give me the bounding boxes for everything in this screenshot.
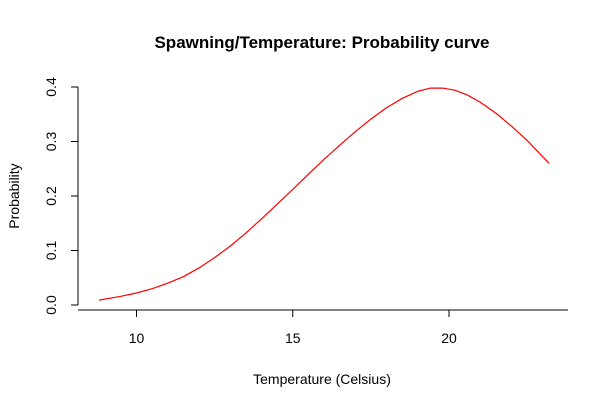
y-tick-label: 0.0 [43,295,59,315]
chart-title: Spawning/Temperature: Probability curve [154,33,489,52]
y-tick-label: 0.2 [43,186,59,206]
y-axis: 0.0 0.1 0.2 0.3 0.4 [43,77,79,315]
x-tick-label: 15 [285,330,301,346]
x-axis-label: Temperature (Celsius) [253,371,391,387]
y-axis-label: Probability [6,163,22,228]
y-tick-label: 0.4 [43,77,59,97]
y-tick-label: 0.1 [43,241,59,261]
x-axis: 10 15 20 [78,309,568,346]
x-tick-label: 10 [129,330,145,346]
x-tick-label: 20 [441,330,457,346]
plot-area [98,87,550,301]
y-tick-label: 0.3 [43,132,59,152]
probability-curve-line [98,87,550,301]
